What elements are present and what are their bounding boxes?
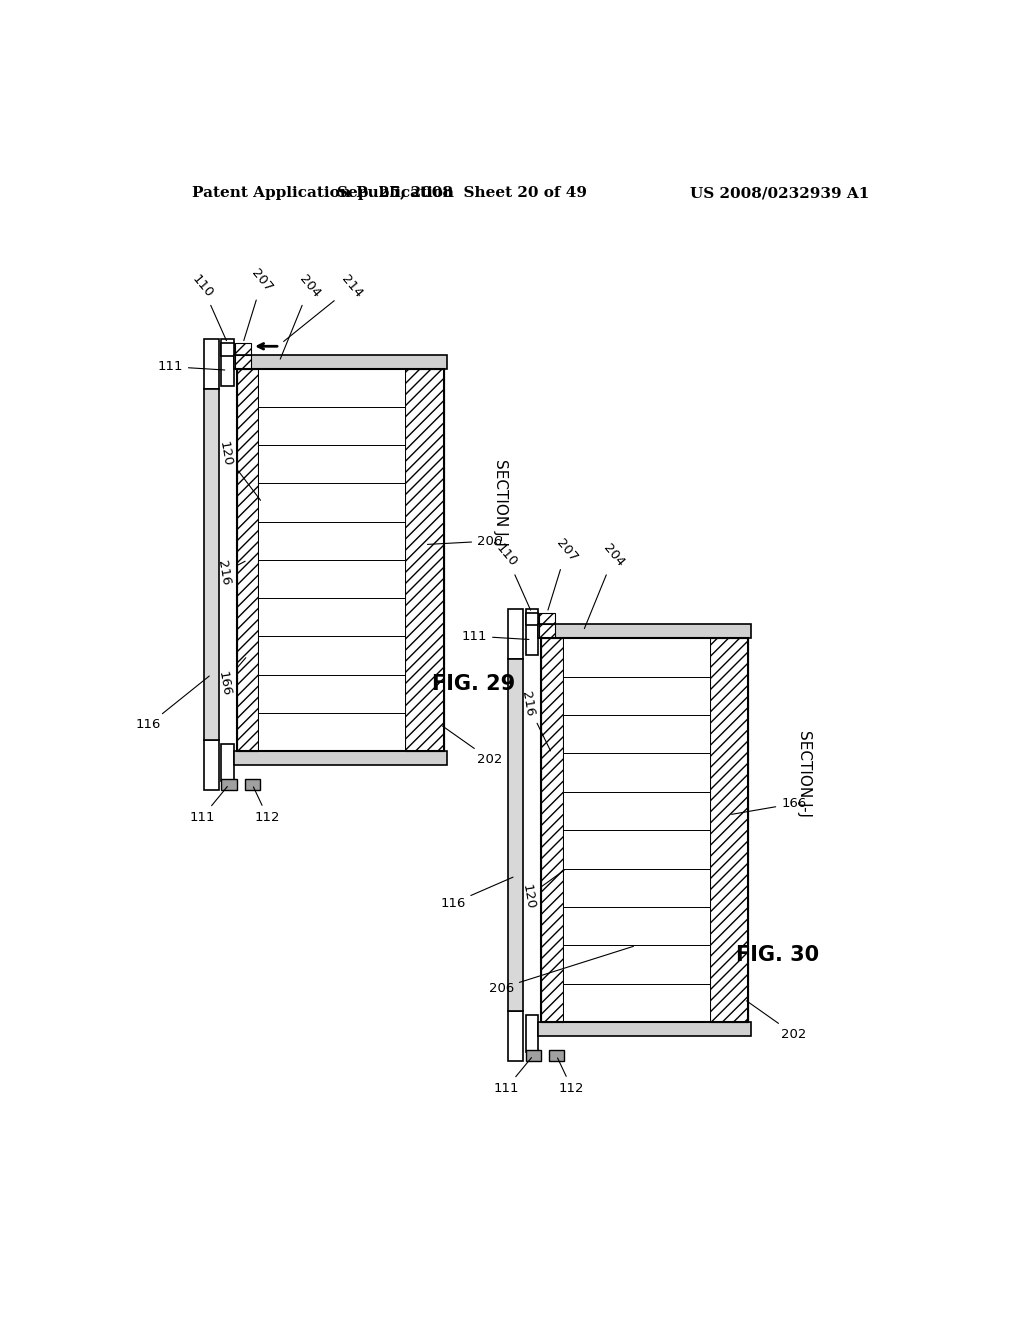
Bar <box>562 830 710 869</box>
Bar <box>562 677 710 715</box>
Bar <box>237 368 444 751</box>
Bar <box>237 368 258 751</box>
Bar <box>562 754 710 792</box>
Bar <box>258 407 406 445</box>
Text: 207: 207 <box>244 267 275 341</box>
Text: 204: 204 <box>281 272 323 359</box>
Bar <box>525 612 538 626</box>
Text: US 2008/0232939 A1: US 2008/0232939 A1 <box>690 186 869 201</box>
Bar <box>710 638 749 1022</box>
Text: SECTION J-J: SECTION J-J <box>493 459 508 546</box>
Bar <box>406 368 444 751</box>
Bar <box>233 751 447 766</box>
Bar <box>258 675 406 713</box>
Bar <box>204 389 219 739</box>
Bar <box>258 560 406 598</box>
Text: 166: 166 <box>215 657 246 697</box>
Text: 116: 116 <box>136 676 209 731</box>
Text: 116: 116 <box>440 878 513 909</box>
Text: 202: 202 <box>442 726 503 766</box>
Text: 110: 110 <box>494 541 530 610</box>
Text: 111: 111 <box>494 1057 531 1094</box>
Bar <box>258 713 406 751</box>
Text: 111: 111 <box>462 630 529 643</box>
Text: 112: 112 <box>253 787 281 824</box>
Bar <box>562 869 710 907</box>
Bar <box>221 343 233 355</box>
Text: 206: 206 <box>427 535 503 548</box>
Text: 216: 216 <box>215 558 245 586</box>
Bar <box>508 1011 523 1061</box>
Bar <box>258 445 406 483</box>
Bar <box>562 907 710 945</box>
Bar <box>562 792 710 830</box>
Text: 120: 120 <box>519 870 564 909</box>
Bar <box>245 779 260 789</box>
Text: 111: 111 <box>158 360 225 374</box>
Text: 111: 111 <box>189 787 227 824</box>
Text: 166: 166 <box>731 797 807 814</box>
Text: SECTION J-J: SECTION J-J <box>797 730 812 817</box>
Bar <box>549 1051 564 1061</box>
Bar <box>221 743 233 780</box>
Bar <box>562 945 710 983</box>
Bar <box>540 624 555 638</box>
Text: FIG. 30: FIG. 30 <box>736 945 819 965</box>
Bar <box>562 638 710 677</box>
Bar <box>236 343 251 355</box>
Bar <box>233 355 447 368</box>
Text: Sep. 25, 2008  Sheet 20 of 49: Sep. 25, 2008 Sheet 20 of 49 <box>337 186 587 201</box>
Bar <box>258 521 406 560</box>
Bar <box>508 659 523 1011</box>
Text: Patent Application Publication: Patent Application Publication <box>193 186 455 201</box>
Bar <box>525 609 538 655</box>
Bar <box>258 483 406 521</box>
Bar <box>538 624 752 638</box>
Bar <box>562 715 710 754</box>
Bar <box>541 638 562 1022</box>
Bar <box>204 339 219 389</box>
Text: 110: 110 <box>189 272 226 341</box>
Bar <box>541 638 749 1022</box>
Text: 207: 207 <box>548 536 580 610</box>
Text: 202: 202 <box>746 1001 807 1040</box>
Text: 112: 112 <box>557 1057 585 1094</box>
Text: 216: 216 <box>519 690 551 751</box>
Bar <box>538 1022 752 1036</box>
Bar <box>258 598 406 636</box>
Text: 206: 206 <box>488 946 634 994</box>
Bar <box>221 779 237 789</box>
Bar <box>204 739 219 789</box>
Bar <box>525 1051 541 1061</box>
Text: 204: 204 <box>585 541 628 628</box>
Bar <box>258 368 406 407</box>
Bar <box>508 609 523 659</box>
Bar <box>540 612 555 626</box>
Bar <box>562 983 710 1022</box>
Bar <box>221 339 233 385</box>
Bar <box>236 355 251 368</box>
Text: 120: 120 <box>217 440 260 500</box>
Text: 214: 214 <box>284 272 366 342</box>
Bar <box>525 1015 538 1052</box>
Text: FIG. 29: FIG. 29 <box>431 673 515 694</box>
Bar <box>258 636 406 675</box>
